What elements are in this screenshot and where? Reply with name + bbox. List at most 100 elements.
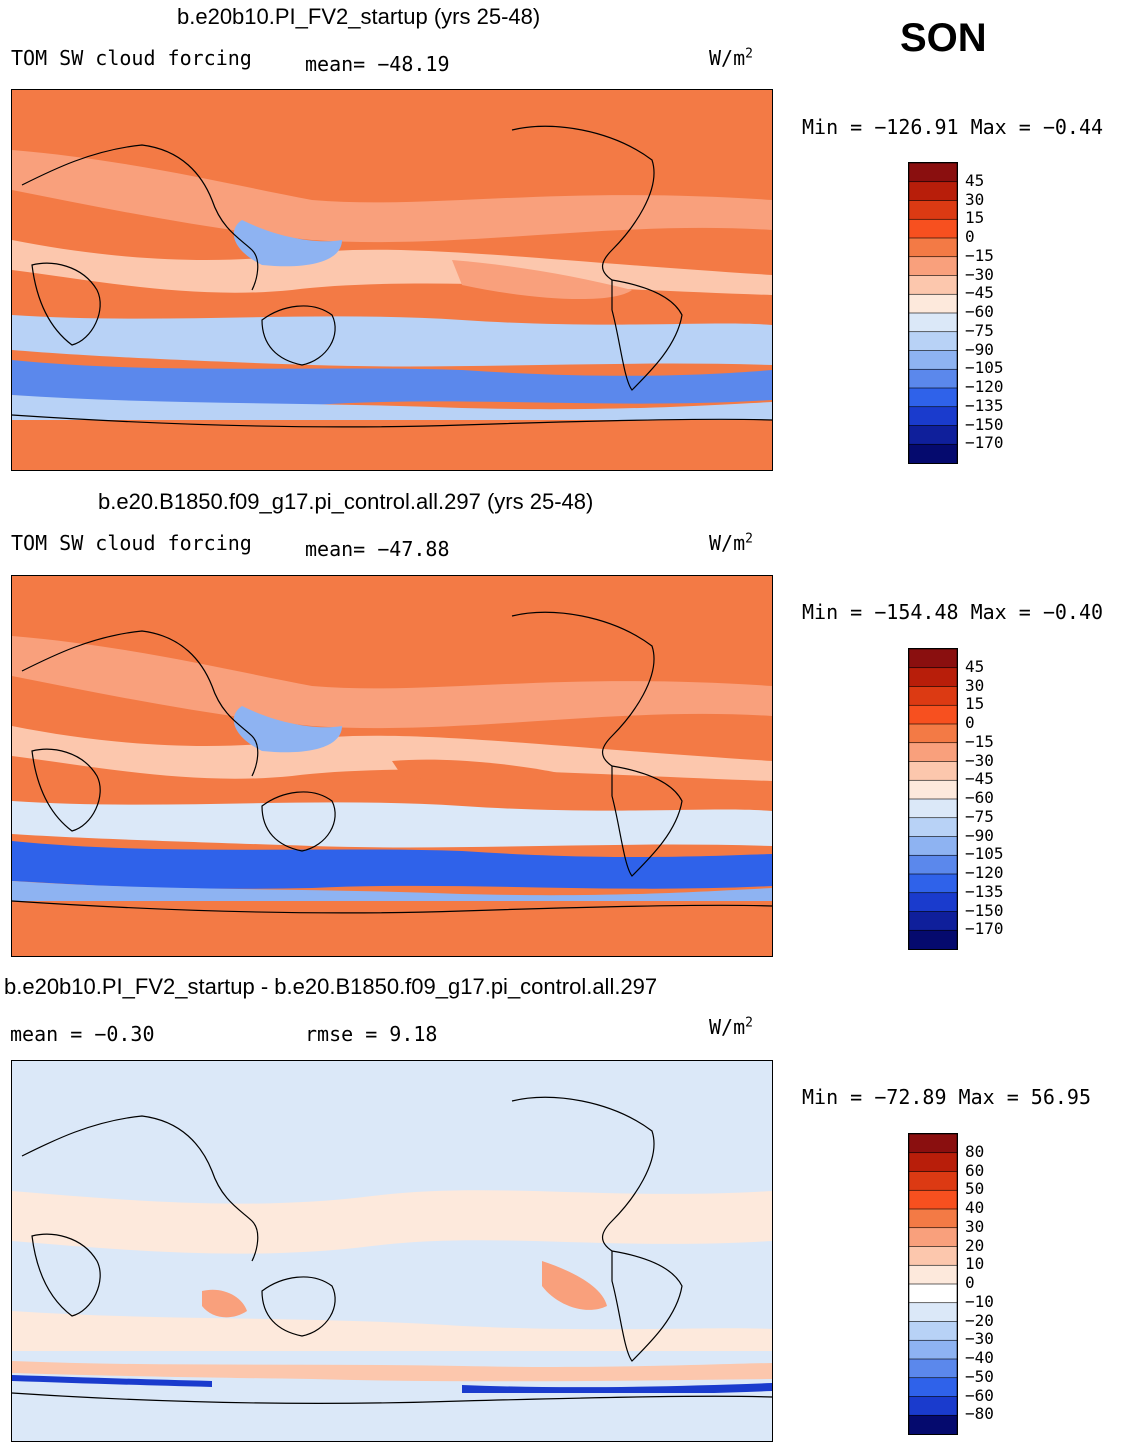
panel2-coast-eurasia [21,630,259,777]
panel1-colorbar-segment [909,443,957,463]
panel1-band-subantarctic [12,395,772,420]
panel1-mean: mean= −48.19 [305,52,450,76]
panel2-colorbar-tick-label: −105 [965,844,1004,864]
panel3-colorbar-svg [909,1134,957,1434]
panel3-colorbar-tick-label: 30 [965,1216,985,1236]
panel1-colorbar-tick-label: 15 [965,208,985,228]
panel1-colorbar-segment [909,218,957,239]
panel1-band-south-subtropic [12,315,772,367]
panel3-title: b.e20b10.PI_FV2_startup - b.e20.B1850.f0… [4,974,658,999]
panel1-colorbar-segment [909,200,957,220]
panel2-field-label: TOM SW cloud forcing [11,531,252,555]
panel1-colorbar-segment [909,237,957,258]
panel2-mean: mean= −47.88 [305,537,450,561]
panel2-colorbar-segment [909,836,957,856]
panel1-band-antarctica [12,420,772,470]
panel3-coast-australia [261,1276,336,1337]
panel2-band-midlat-north [12,636,772,729]
panel1-map [11,89,773,471]
panel2-map [11,575,773,957]
panel2-colorbar-segment [909,873,957,894]
panel1-coast-north-america [511,125,655,281]
panel2-coast-africa [31,748,101,832]
panel2-colorbar-tick-label: 30 [965,675,985,695]
panel1-colorbar [908,162,958,464]
panel3-minmax: Min = −72.89 Max = 56.95 [802,1085,1091,1109]
panel1-colorbar-tick-label: −150 [965,414,1004,434]
panel2-title: b.e20.B1850.f09_g17.pi_control.all.297 (… [98,489,594,514]
panel1-colorbar-tick-label: −15 [965,245,994,265]
panel3-colorbar-tick-label: −10 [965,1291,994,1311]
panel3-band-south-midlat [12,1311,772,1351]
panel1-colorbar-segment [909,406,957,427]
panel1-colorbar-segment [909,312,957,333]
season-label: SON [900,16,987,60]
panel3-rmse: rmse = 9.18 [305,1022,438,1046]
panel2-warm-pool [233,706,342,753]
panel3-colorbar-segment [909,1189,957,1210]
panel3-colorbar-tick-label: 50 [965,1179,985,1199]
panel3-bias-stripe-west [12,1375,212,1387]
panel1-title: b.e20b10.PI_FV2_startup (yrs 25-48) [177,4,541,29]
panel2-colorbar-tick-label: 45 [965,656,985,676]
panel1-coast-australia [261,305,336,366]
panel2-coast-australia [261,791,336,852]
panel1-colorbar-segment [909,425,957,445]
panel1-colorbar-tick-label: −30 [965,264,994,284]
panel2-colorbar-segment [909,649,957,669]
panel1-coast-eurasia [21,144,259,291]
panel1-colorbar-segment [909,387,957,408]
panel2-colorbar-tick-label: −15 [965,731,994,751]
panel3-coast-south-america [611,1250,683,1362]
panel3-colorbar-segment [909,1283,957,1304]
panel3-colorbar-segment [909,1134,957,1154]
panel3-colorbar-segment [909,1246,957,1266]
panel2-colorbar-segment [909,817,957,838]
panel2-colorbar-tick-label: −150 [965,900,1004,920]
panel3-colorbar-tick-label: 10 [965,1254,985,1274]
panel3-band-southern-ocean [12,1361,772,1382]
panel2-colorbar-segment [909,854,957,875]
panel1-colorbar-tick-label: −75 [965,320,994,340]
panel2-colorbar-tick-label: −60 [965,788,994,807]
panel1-colorbar-segment [909,163,957,183]
panel1-band-southern-ocean [12,360,772,406]
panel2-band-southern-ocean [12,841,772,889]
panel1-field-label: TOM SW cloud forcing [11,46,252,70]
panel1-colorbar-tick-label: −90 [965,339,994,359]
panel1-coast-africa [31,262,101,346]
panel2-coastlines [12,611,772,914]
panel1-band-midlat-north [12,150,772,243]
panel3-east-pacific-anomaly [542,1261,607,1310]
panel2-colorbar-tick-label: −170 [965,919,1004,939]
panel3-colorbar-tick-label: 80 [965,1141,985,1161]
panel2-east-pacific [392,759,572,786]
panel2-colorbar-segment [909,798,957,819]
panel3-indian-ocean-anomaly [202,1289,247,1318]
panel2-colorbar-segment [909,723,957,744]
panel1-east-pacific [452,260,632,300]
panel2-colorbar-segment [909,929,957,949]
panel3-coast-eurasia [21,1115,259,1262]
panel2-colorbar [908,648,958,950]
panel2-minmax: Min = −154.48 Max = −0.40 [802,600,1104,624]
panel2-colorbar-tick-label: 15 [965,694,985,714]
panel3-colorbar-tick-label: −30 [965,1329,994,1349]
panel2-coast-north-america [511,611,655,767]
panel1-colorbar-segment [909,275,957,295]
panel2-colorbar-tick-label: −135 [965,881,1004,901]
panel3-colorbar-segment [909,1152,957,1173]
panel2-colorbar-svg [909,649,957,949]
panel2-colorbar-tick-label: −30 [965,750,994,770]
panel3-colorbar-tick-label: −40 [965,1348,994,1367]
panel2-colorbar-segment [909,742,957,763]
panel2-coast-south-america [611,765,683,877]
panel3-colorbar-segment [909,1264,957,1285]
panel1-band-arctic [12,90,772,120]
panel2-colorbar-tick-label: −120 [965,863,1004,882]
panel3-colorbar-tick-label: −80 [965,1404,994,1424]
panel3-bias-stripe-east [462,1383,772,1396]
panel3-colorbar-segment [909,1339,957,1360]
panel1-minmax: Min = −126.91 Max = −0.44 [802,115,1104,139]
panel1-colorbar-segment [909,256,957,277]
